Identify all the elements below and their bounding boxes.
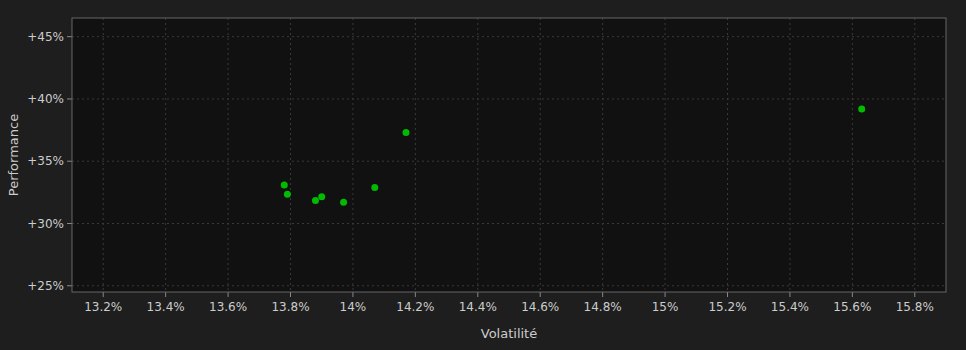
axes: 13.2% 13.4% 13.6% 13.8% 14% 14.2% 14.4% 14.6% 14… [6, 18, 946, 341]
x-grid-line [290, 18, 291, 292]
x-tick-label: 14.4% [459, 300, 497, 314]
x-grid-line [165, 18, 166, 292]
x-tick [477, 292, 478, 297]
background [0, 0, 966, 350]
x-tick-label: 15.2% [708, 300, 746, 314]
x-grid-line [665, 18, 666, 292]
x-axis-label: Volatilité [481, 326, 537, 341]
chart-svg: 13.2% 13.4% 13.6% 13.8% 14% 14.2% 14.4% 14.6% 14… [0, 0, 966, 350]
plot-frame [72, 18, 946, 292]
x-tick [602, 292, 603, 297]
x-tick-label: 14.6% [521, 300, 559, 314]
x-grid-line [602, 18, 603, 292]
x-tick-label: 14.2% [396, 300, 434, 314]
x-tick-label: 13.6% [209, 300, 247, 314]
x-tick [914, 292, 915, 297]
x-tick-label: 14.8% [584, 300, 622, 314]
x-tick [352, 292, 353, 297]
x-grid-line [914, 18, 915, 292]
grid [72, 18, 946, 292]
y-tick [67, 98, 72, 99]
y-tick-label: +40% [27, 92, 64, 106]
y-tick-label: +25% [27, 279, 64, 293]
x-tick [665, 292, 666, 297]
y-grid-line [72, 285, 946, 286]
x-tick-label: 14% [340, 300, 367, 314]
y-tick [67, 285, 72, 286]
y-grid-line [72, 98, 946, 99]
y-tick-label: +45% [27, 30, 64, 44]
scatter-point [402, 129, 409, 136]
x-tick [852, 292, 853, 297]
x-tick [540, 292, 541, 297]
x-grid-line [789, 18, 790, 292]
scatter-point [858, 105, 865, 112]
x-tick [103, 292, 104, 297]
x-tick-label: 15% [652, 300, 679, 314]
x-grid-line [352, 18, 353, 292]
y-tick [67, 36, 72, 37]
scatter-point [284, 191, 291, 198]
x-tick [290, 292, 291, 297]
x-tick-label: 13.4% [147, 300, 185, 314]
y-grid-line [72, 36, 946, 37]
x-tick [727, 292, 728, 297]
x-tick [165, 292, 166, 297]
chart-container: 13.2% 13.4% 13.6% 13.8% 14% 14.2% 14.4% 14.6% 14… [0, 0, 966, 350]
y-tick [67, 223, 72, 224]
y-tick [67, 161, 72, 162]
x-grid-line [228, 18, 229, 292]
y-grid-line [72, 223, 946, 224]
y-tick-label: +30% [27, 217, 64, 231]
points [281, 105, 865, 205]
x-grid-line [103, 18, 104, 292]
y-axis-label: Performance [6, 114, 21, 196]
y-grid-line [72, 161, 946, 162]
x-tick-label: 15.8% [896, 300, 934, 314]
scatter-point [318, 193, 325, 200]
x-tick [228, 292, 229, 297]
plot-area [72, 18, 946, 292]
scatter-point [371, 184, 378, 191]
x-tick-label: 15.6% [833, 300, 871, 314]
x-grid-line [540, 18, 541, 292]
x-grid-line [852, 18, 853, 292]
scatter-point [340, 199, 347, 206]
x-tick [415, 292, 416, 297]
x-grid-line [477, 18, 478, 292]
x-tick-label: 15.4% [771, 300, 809, 314]
x-tick-label: 13.2% [84, 300, 122, 314]
scatter-point [312, 197, 319, 204]
scatter-point [281, 181, 288, 188]
x-tick-label: 13.8% [271, 300, 309, 314]
x-tick [789, 292, 790, 297]
x-grid-line [727, 18, 728, 292]
x-grid-line [415, 18, 416, 292]
y-tick-label: +35% [27, 154, 64, 168]
